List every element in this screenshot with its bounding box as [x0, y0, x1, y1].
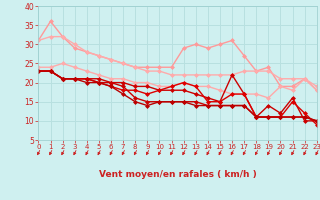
X-axis label: Vent moyen/en rafales ( km/h ): Vent moyen/en rafales ( km/h ) [99, 170, 256, 179]
